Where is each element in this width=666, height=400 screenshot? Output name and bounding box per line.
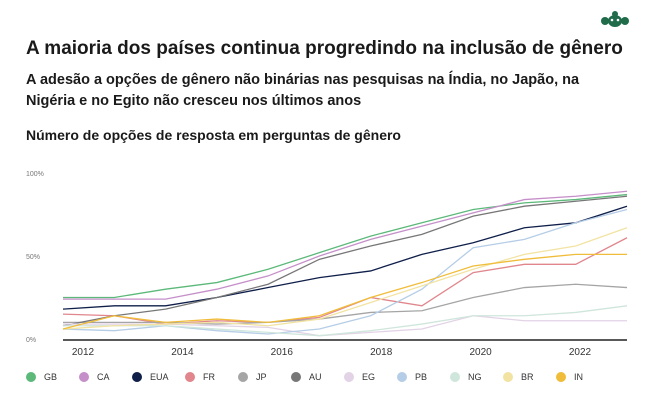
legend-label: JP (256, 372, 267, 382)
legend-item-gb[interactable]: GB (26, 372, 79, 382)
legend-swatch-icon (291, 372, 301, 382)
series-line-br (62, 227, 628, 330)
legend-label: BR (521, 372, 534, 382)
legend-swatch-icon (503, 372, 513, 382)
legend-item-au[interactable]: AU (291, 372, 344, 382)
series-line-jp (63, 283, 628, 325)
legend-label: AU (309, 372, 322, 382)
page-subtitle: A adesão a opções de gênero não binárias… (26, 72, 580, 109)
legend-swatch-icon (397, 372, 407, 382)
legend-label: NG (468, 372, 482, 382)
legend-item-pb[interactable]: PB (397, 372, 450, 382)
legend-swatch-icon (450, 372, 460, 382)
legend-item-ng[interactable]: NG (450, 372, 503, 382)
y-tick-label: 0% (26, 337, 36, 344)
legend-swatch-icon (132, 372, 142, 382)
y-tick-label: 50% (26, 254, 40, 261)
y-tick-label: 100% (26, 171, 44, 178)
legend-item-br[interactable]: BR (503, 372, 556, 382)
series-line-pb (62, 208, 628, 335)
legend: GB CA EUA FR JP AU EG PB NG BR IN (26, 372, 609, 382)
legend-label: GB (44, 372, 58, 382)
legend-label: PB (415, 372, 428, 382)
series-line-ca (63, 190, 628, 300)
x-tick-label: 2022 (569, 347, 592, 358)
x-tick-label: 2016 (271, 347, 294, 358)
legend-swatch-icon (238, 372, 248, 382)
legend-item-eg[interactable]: EG (344, 372, 397, 382)
page-title: A maioria dos países continua progredind… (26, 38, 623, 59)
legend-swatch-icon (79, 372, 89, 382)
legend-item-fr[interactable]: FR (185, 372, 238, 382)
surveymonkey-logo-icon (600, 8, 630, 35)
legend-swatch-icon (26, 372, 36, 382)
legend-label: EG (362, 372, 376, 382)
legend-item-ca[interactable]: CA (79, 372, 132, 382)
series-line-au (62, 195, 628, 327)
legend-label: EUA (150, 372, 169, 382)
x-tick-label: 2012 (72, 347, 95, 358)
legend-item-in[interactable]: IN (556, 372, 609, 382)
series-line-ng (63, 305, 628, 337)
legend-item-jp[interactable]: JP (238, 372, 291, 382)
x-tick-label: 2014 (171, 347, 194, 358)
series-line-gb (63, 193, 628, 299)
chart-title: Número de opções de resposta em pergunta… (26, 127, 401, 143)
legend-swatch-icon (344, 372, 354, 382)
legend-swatch-icon (556, 372, 566, 382)
legend-label: IN (574, 372, 583, 382)
series-line-eua (62, 205, 628, 310)
legend-item-eua[interactable]: EUA (132, 372, 185, 382)
series-line-in (62, 253, 627, 330)
legend-label: CA (97, 372, 110, 382)
x-tick-label: 2020 (469, 347, 492, 358)
x-tick-label: 2018 (370, 347, 393, 358)
legend-swatch-icon (185, 372, 195, 382)
legend-label: FR (203, 372, 215, 382)
